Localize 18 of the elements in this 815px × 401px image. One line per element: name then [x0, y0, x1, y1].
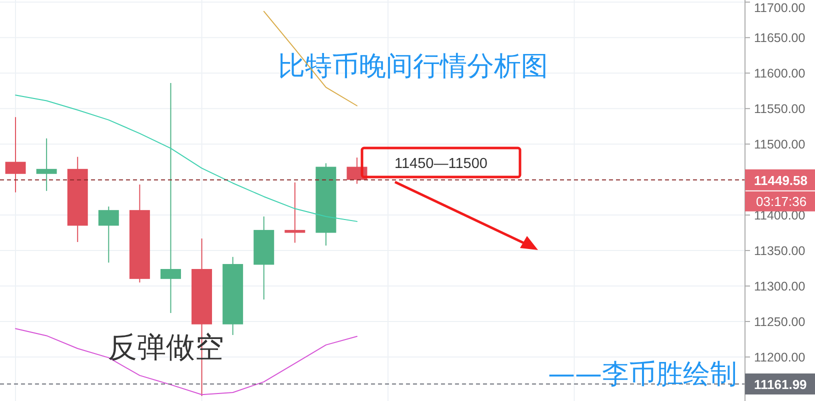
line-series: [15, 328, 358, 396]
text: 03:17:36: [756, 194, 807, 209]
line-series: [263, 10, 358, 106]
annotation: 11450—11500: [394, 156, 488, 172]
y-tick-label: 11600.00: [754, 66, 806, 81]
ref-line-label: 11449.58: [754, 172, 808, 188]
y-tick-label: 11700.00: [754, 1, 806, 15]
ref-line-label: 11161.99: [754, 376, 807, 392]
line-series: [15, 94, 358, 222]
annotation: ——李币胜绘制: [548, 359, 737, 390]
y-tick-label: 11250.00: [754, 315, 806, 330]
y-tick-label: 11550.00: [754, 102, 806, 116]
y-tick-label: 11400.00: [754, 208, 806, 223]
y-tick-label: 11350.00: [754, 244, 806, 258]
y-tick-label: 11500.00: [754, 138, 806, 152]
y-tick-label: 11650.00: [754, 31, 806, 46]
y-tick-label: 11200.00: [754, 350, 806, 364]
y-tick-label: 11300.00: [754, 280, 806, 294]
